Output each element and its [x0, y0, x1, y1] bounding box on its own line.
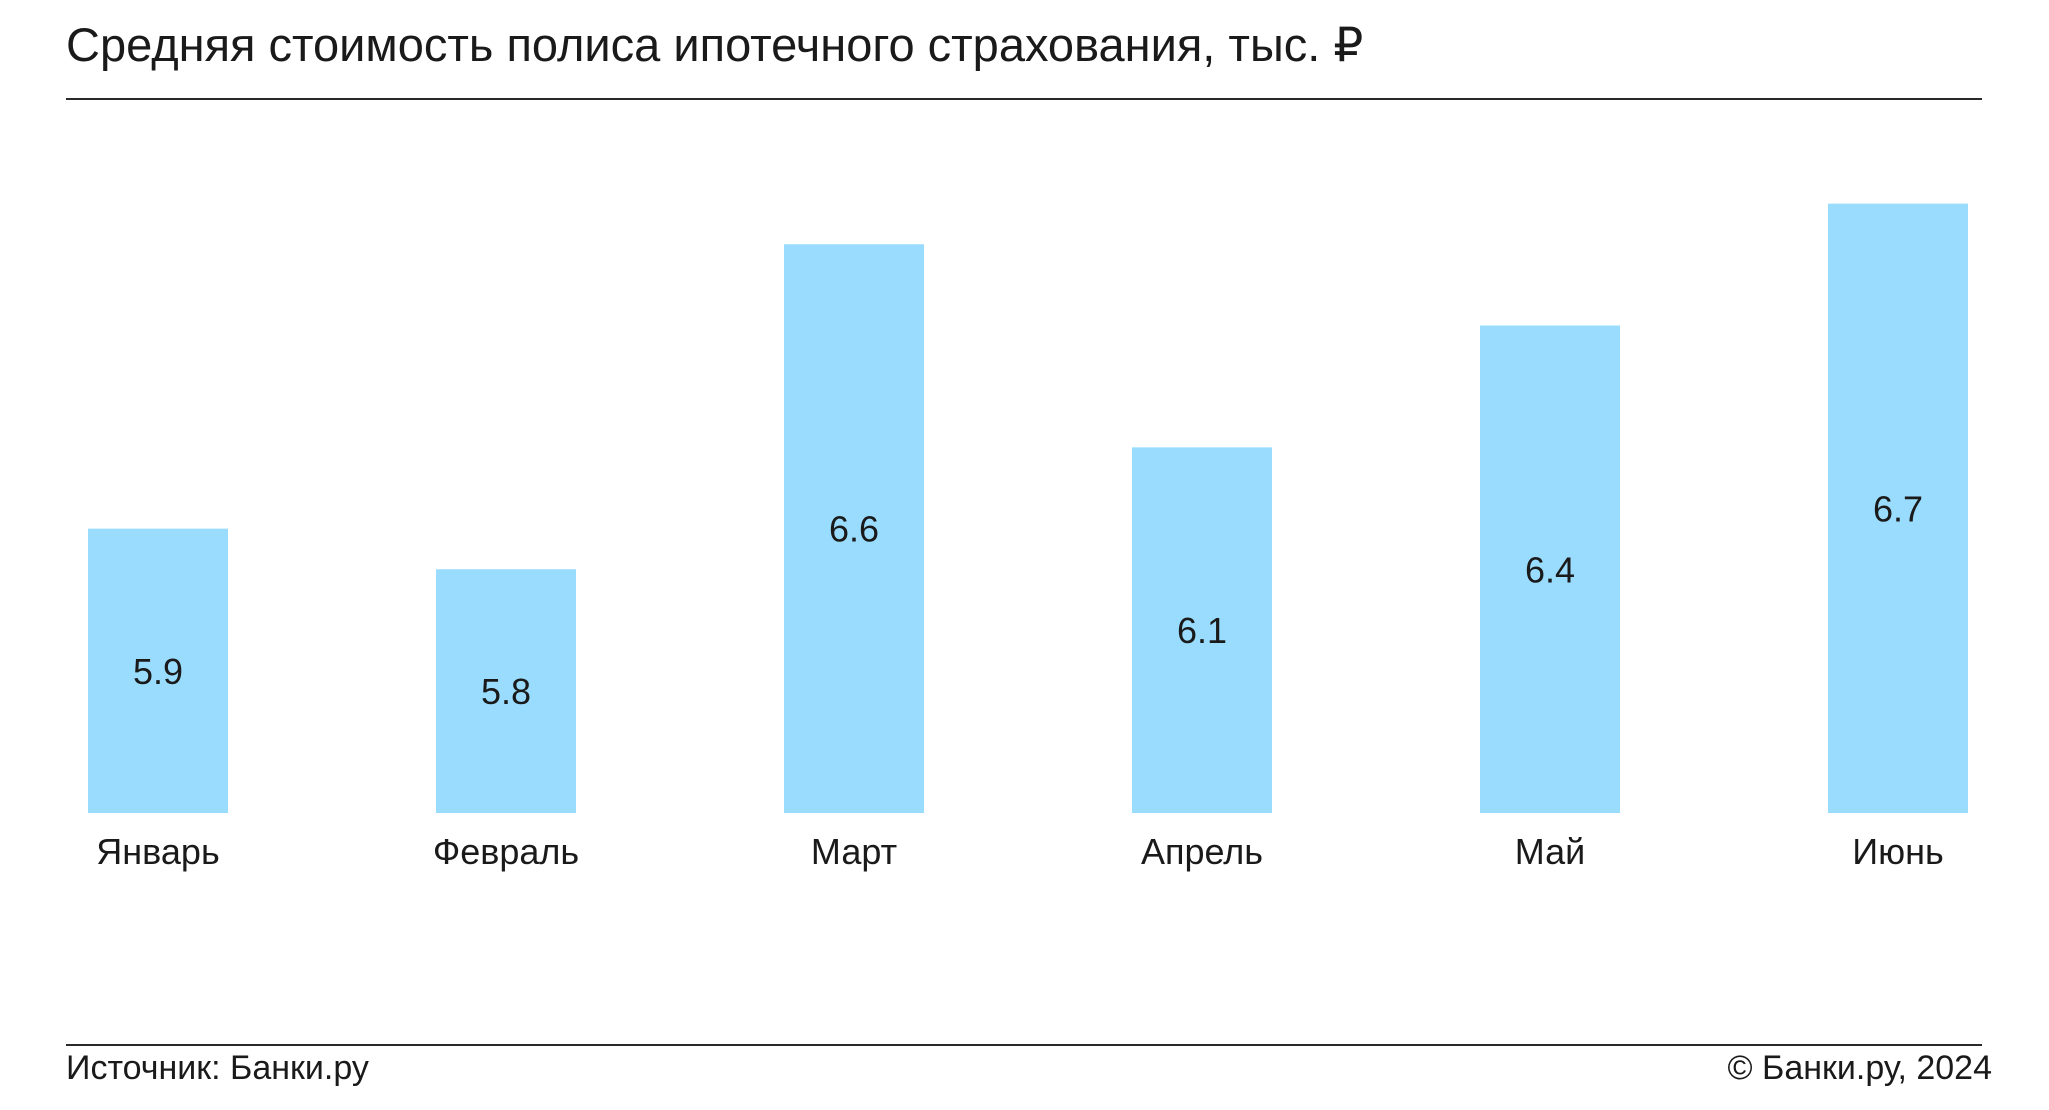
category-label-3: Март: [811, 831, 897, 872]
data-label-6: 6.7: [1873, 488, 1923, 529]
data-label-2: 5.8: [481, 671, 531, 712]
title-divider: [66, 98, 1982, 100]
data-label-5: 6.4: [1525, 549, 1575, 590]
data-label-3: 6.6: [829, 509, 879, 550]
bar-4: [1132, 447, 1272, 813]
category-label-5: Май: [1515, 831, 1586, 872]
data-label-1: 5.9: [133, 651, 183, 692]
bar-2: [436, 569, 576, 813]
category-label-4: Апрель: [1141, 831, 1263, 872]
copyright-note: © Банки.ру, 2024: [1727, 1049, 1992, 1087]
data-label-4: 6.1: [1177, 610, 1227, 651]
footer-divider: [66, 1044, 1982, 1046]
bar-6: [1828, 203, 1968, 813]
chart-title: Средняя стоимость полиса ипотечного стра…: [66, 18, 1364, 71]
bar-1: [88, 528, 228, 813]
bar-5: [1480, 325, 1620, 813]
category-label-2: Февраль: [433, 831, 579, 872]
category-label-6: Июнь: [1852, 831, 1944, 872]
source-note: Источник: Банки.ру: [66, 1049, 369, 1087]
bar-3: [784, 244, 924, 813]
category-label-1: Январь: [96, 831, 219, 872]
